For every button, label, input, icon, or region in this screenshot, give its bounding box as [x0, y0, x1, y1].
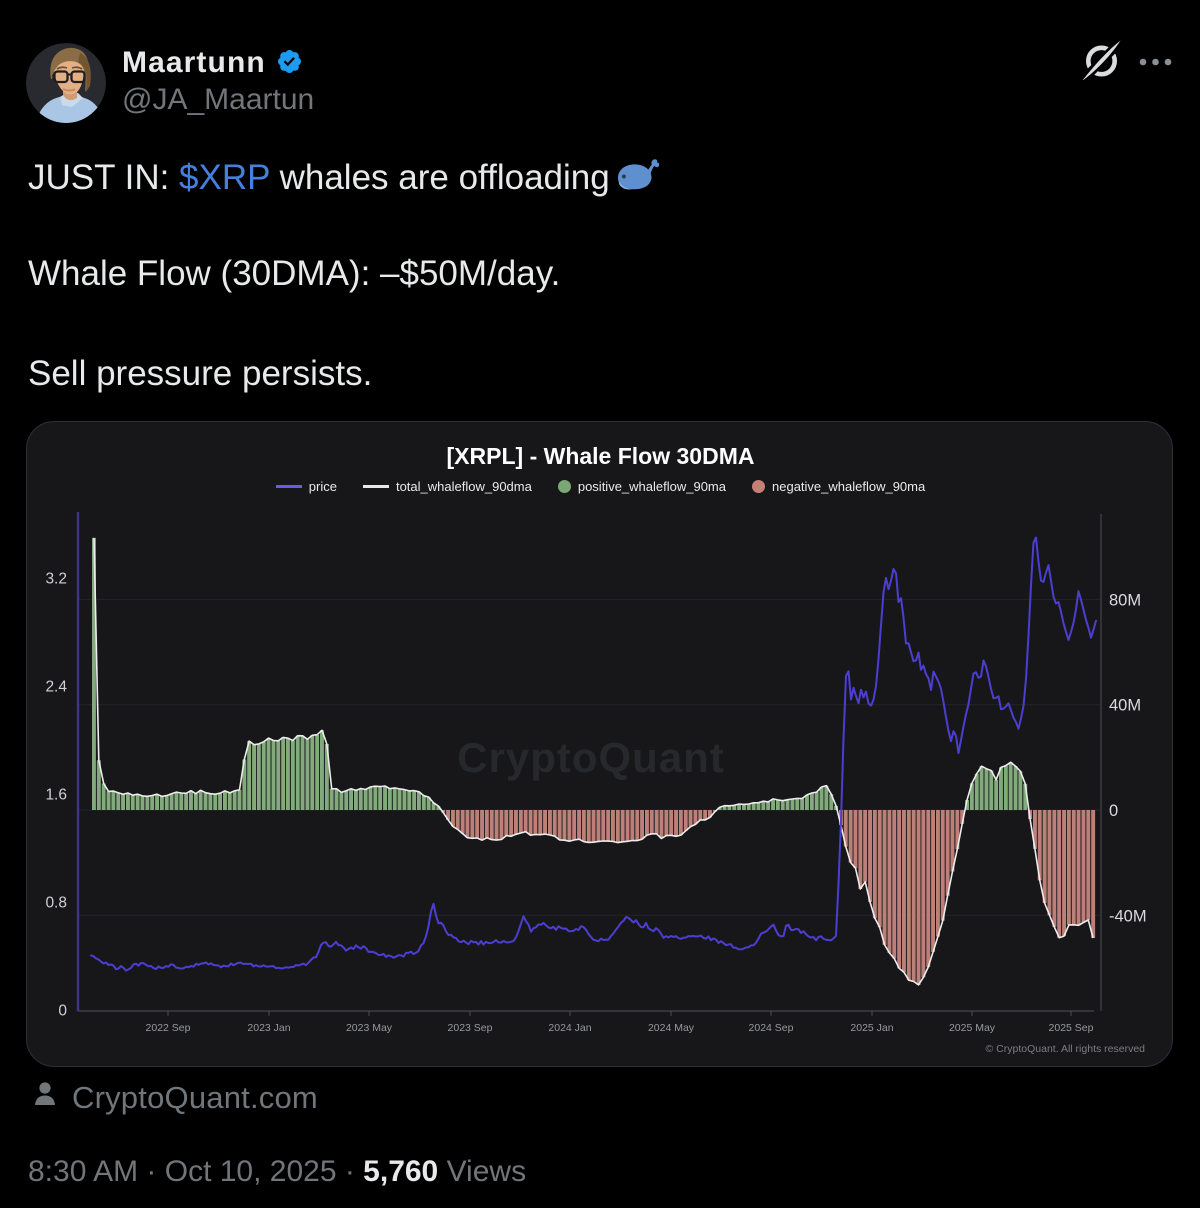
- svg-text:2022 Sep: 2022 Sep: [146, 1022, 191, 1034]
- svg-text:2024 Sep: 2024 Sep: [749, 1022, 794, 1034]
- svg-text:40M: 40M: [1109, 697, 1141, 715]
- svg-text:2023 Jan: 2023 Jan: [247, 1022, 290, 1034]
- svg-text:0: 0: [58, 1003, 67, 1020]
- svg-text:0: 0: [1109, 802, 1118, 820]
- svg-text:2.4: 2.4: [45, 679, 67, 696]
- svg-text:3.2: 3.2: [45, 571, 67, 588]
- svg-text:CryptoQuant: CryptoQuant: [457, 734, 725, 781]
- svg-text:80M: 80M: [1109, 591, 1141, 609]
- svg-text:2023 Sep: 2023 Sep: [448, 1022, 493, 1034]
- svg-text:1.6: 1.6: [45, 787, 67, 804]
- svg-text:2023 May: 2023 May: [346, 1022, 393, 1034]
- svg-text:2025 May: 2025 May: [949, 1022, 996, 1034]
- svg-text:0.8: 0.8: [45, 895, 67, 912]
- svg-text:2024 Jan: 2024 Jan: [548, 1022, 591, 1034]
- svg-text:2025 Jan: 2025 Jan: [850, 1022, 893, 1034]
- svg-text:2025 Sep: 2025 Sep: [1049, 1022, 1094, 1034]
- svg-text:-40M: -40M: [1109, 907, 1147, 925]
- svg-text:2024 May: 2024 May: [648, 1022, 695, 1034]
- svg-text:© CryptoQuant. All rights rese: © CryptoQuant. All rights reserved: [986, 1043, 1146, 1055]
